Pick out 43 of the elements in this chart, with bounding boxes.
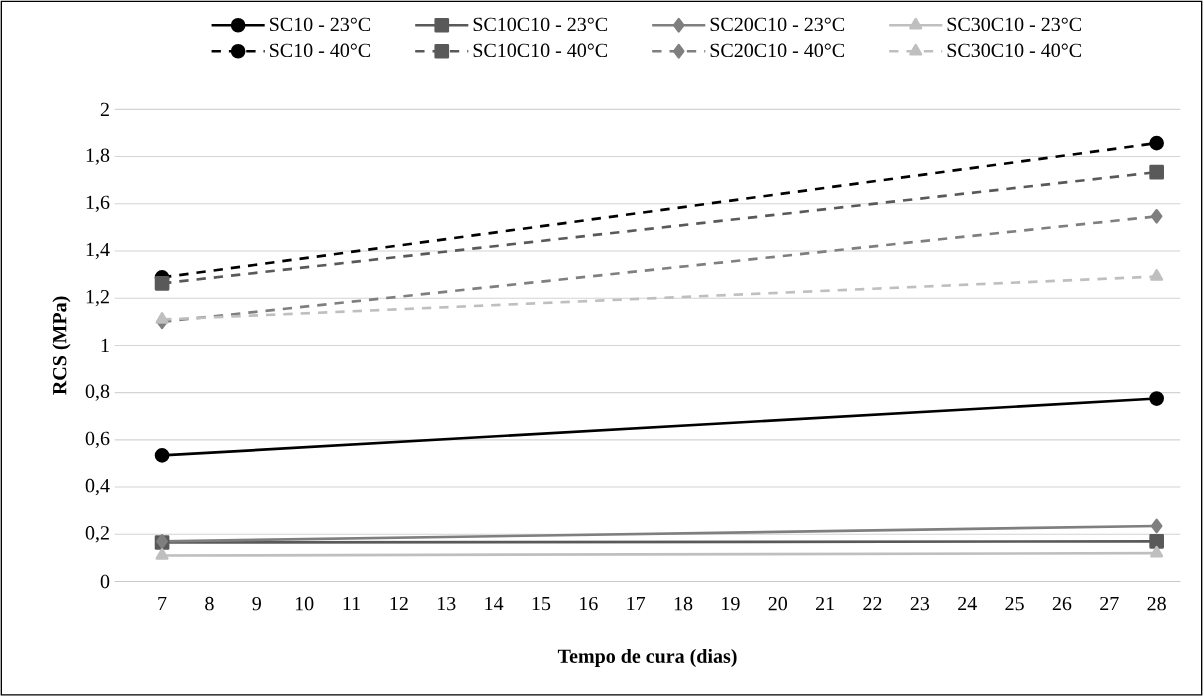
x-tick-label: 26 [1052,596,1072,611]
legend-label: SC20C10 - 40°C [710,43,845,57]
x-tick-label: 15 [532,596,551,611]
y-tick-label: 0,8 [85,384,110,401]
y-tick-label: 0,4 [85,478,110,496]
legend-label: SC10C10 - 40°C [473,43,608,57]
y-tick-label: 1,6 [86,195,110,212]
y-tick-label: 0,2 [85,525,109,543]
y-tick-label: 2 [100,102,109,116]
x-tick-label: 27 [1100,596,1119,611]
legend-label: SC10 - 40°C [270,43,371,57]
x-axis-title: Tempo de cura (dias) [557,648,737,667]
x-tick-label: 24 [958,596,977,611]
x-tick-label: 18 [674,596,693,611]
x-tick-label: 20 [768,596,788,611]
x-tick-label: 13 [437,596,456,611]
x-tick-label: 22 [863,596,882,611]
x-tick-label: 19 [722,596,740,611]
y-tick-label: 0 [100,574,110,589]
x-tick-label: 17 [627,596,646,610]
y-tick-label: 1,2 [86,289,109,307]
x-tick-label: 25 [1005,596,1024,611]
x-tick-label: 8 [205,596,214,611]
y-tick-label: 0,6 [85,431,110,448]
x-tick-label: 11 [343,596,360,610]
legend-label: SC10 - 23°C [270,17,371,32]
x-tick-label: 14 [485,596,504,610]
y-tick-label: 1,8 [86,148,110,165]
legend-label: SC30C10 - 23°C [947,17,1081,32]
y-tick-label: 1,4 [86,242,110,260]
legend-label: SC20C10 - 23°C [710,17,845,32]
x-tick-label: 28 [1147,596,1166,611]
x-tick-label: 23 [910,596,930,611]
x-tick-label: 12 [390,596,408,611]
x-tick-label: 21 [816,596,834,611]
x-tick-label: 9 [252,596,261,611]
x-tick-label: 16 [580,596,598,611]
y-tick-label: 1 [101,338,109,352]
y-axis-title: RCS (MPa) [52,296,71,395]
x-tick-label: 7 [158,596,167,610]
legend-label: SC30C10 - 40°C [947,43,1081,57]
legend-label: SC10C10 - 23°C [473,17,608,32]
x-tick-label: 10 [295,596,314,611]
